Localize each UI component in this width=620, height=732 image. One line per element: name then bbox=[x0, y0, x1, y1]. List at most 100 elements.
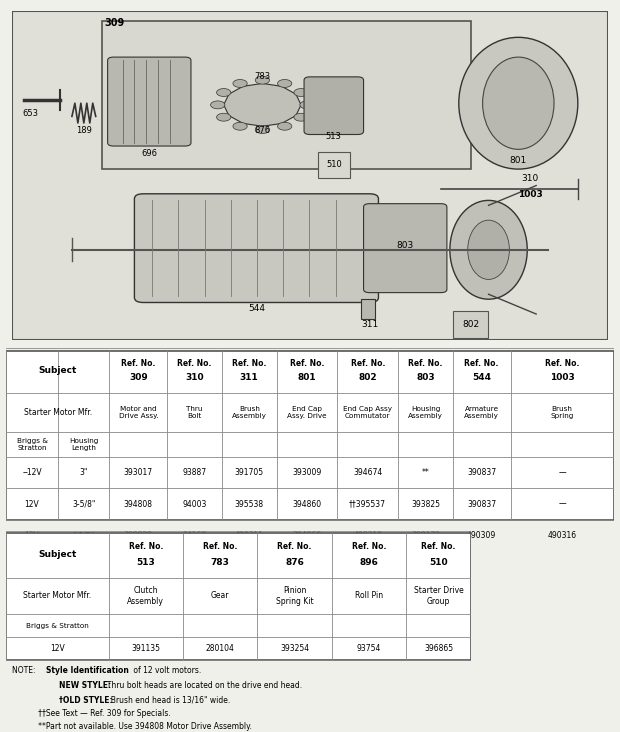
Text: 394674: 394674 bbox=[353, 468, 383, 477]
Text: Housing
Assembly: Housing Assembly bbox=[408, 406, 443, 419]
Text: Armature
Assembly: Armature Assembly bbox=[464, 406, 499, 419]
Text: ††See Text — Ref. 309 for Specials.: ††See Text — Ref. 309 for Specials. bbox=[12, 709, 171, 718]
Text: 803: 803 bbox=[397, 241, 414, 250]
Circle shape bbox=[294, 89, 308, 97]
Text: Briggs & Stratton: Briggs & Stratton bbox=[26, 623, 89, 629]
Text: Brush end head is 13/16" wide.: Brush end head is 13/16" wide. bbox=[106, 695, 230, 704]
Text: 4-1/2": 4-1/2" bbox=[72, 531, 95, 540]
Text: 280104: 280104 bbox=[206, 644, 234, 653]
Text: Ref. No.: Ref. No. bbox=[177, 359, 212, 368]
Text: 393825: 393825 bbox=[411, 499, 440, 509]
Text: Ref. No.: Ref. No. bbox=[277, 542, 312, 551]
Circle shape bbox=[278, 122, 292, 130]
Text: 394808: 394808 bbox=[124, 499, 153, 509]
Text: Pinion
Spring Kit: Pinion Spring Kit bbox=[276, 586, 313, 605]
Text: 876: 876 bbox=[285, 558, 304, 567]
Text: 309: 309 bbox=[129, 373, 148, 382]
Text: 490311: 490311 bbox=[235, 531, 264, 540]
Circle shape bbox=[216, 89, 231, 97]
Text: Starter Motor Mfr.: Starter Motor Mfr. bbox=[24, 408, 92, 417]
Text: 390837: 390837 bbox=[467, 468, 496, 477]
Ellipse shape bbox=[459, 37, 578, 169]
Text: 490309: 490309 bbox=[467, 531, 496, 540]
Text: 803: 803 bbox=[416, 373, 435, 382]
Text: 93754: 93754 bbox=[356, 644, 381, 653]
Text: Starter Motor Mfr.: Starter Motor Mfr. bbox=[24, 591, 91, 600]
Text: 395538: 395538 bbox=[235, 499, 264, 509]
Text: 391705: 391705 bbox=[235, 468, 264, 477]
Ellipse shape bbox=[450, 201, 527, 299]
Text: Style Identification: Style Identification bbox=[46, 666, 129, 676]
Text: †OLD STYLE:: †OLD STYLE: bbox=[59, 695, 113, 704]
Text: 510: 510 bbox=[429, 558, 448, 567]
Text: 311: 311 bbox=[361, 320, 378, 329]
Text: 802: 802 bbox=[462, 320, 479, 329]
Text: **Part not available. Use 394808 Motor Drive Assembly.: **Part not available. Use 394808 Motor D… bbox=[12, 722, 252, 731]
Circle shape bbox=[278, 80, 292, 87]
Text: Ref. No.: Ref. No. bbox=[352, 542, 386, 551]
Text: 310: 310 bbox=[521, 173, 539, 182]
Text: 394860: 394860 bbox=[293, 499, 322, 509]
Text: 801: 801 bbox=[510, 155, 527, 165]
Text: 309: 309 bbox=[105, 18, 125, 28]
Text: Ref. No.: Ref. No. bbox=[232, 359, 267, 368]
Ellipse shape bbox=[467, 220, 510, 280]
Circle shape bbox=[233, 80, 247, 87]
Text: NEW STYLE:: NEW STYLE: bbox=[59, 681, 111, 690]
Text: 490310: 490310 bbox=[353, 531, 383, 540]
Text: 310: 310 bbox=[185, 373, 204, 382]
Text: Brush
Spring: Brush Spring bbox=[551, 406, 574, 419]
Circle shape bbox=[255, 76, 270, 84]
FancyBboxPatch shape bbox=[108, 57, 191, 146]
Circle shape bbox=[233, 122, 247, 130]
Text: 896: 896 bbox=[360, 558, 378, 567]
Circle shape bbox=[294, 113, 308, 122]
Circle shape bbox=[216, 113, 231, 122]
Text: —: — bbox=[559, 468, 566, 477]
Circle shape bbox=[211, 101, 225, 109]
Text: 783: 783 bbox=[254, 72, 270, 81]
Text: 396865: 396865 bbox=[424, 644, 453, 653]
Bar bbox=[361, 299, 376, 319]
Text: ††395537: ††395537 bbox=[349, 499, 386, 509]
Text: 12V: 12V bbox=[50, 644, 64, 653]
Text: 390837: 390837 bbox=[467, 499, 496, 509]
Text: of 12 volt motors.: of 12 volt motors. bbox=[131, 666, 202, 676]
Text: 394860: 394860 bbox=[293, 531, 322, 540]
Text: End Cap
Assy. Drive: End Cap Assy. Drive bbox=[287, 406, 327, 419]
Text: Roll Pin: Roll Pin bbox=[355, 591, 383, 600]
Text: End Cap Assy
Commutator: End Cap Assy Commutator bbox=[343, 406, 392, 419]
Text: 696: 696 bbox=[141, 149, 157, 158]
Text: Thru bolt heads are located on the drive end head.: Thru bolt heads are located on the drive… bbox=[102, 681, 302, 690]
Text: Starter Drive
Group: Starter Drive Group bbox=[414, 586, 464, 605]
Text: 490316: 490316 bbox=[547, 531, 577, 540]
Text: Ref. No.: Ref. No. bbox=[545, 359, 579, 368]
Text: 393017: 393017 bbox=[124, 468, 153, 477]
Text: 12V: 12V bbox=[25, 499, 40, 509]
Text: Motor and
Drive Assy.: Motor and Drive Assy. bbox=[118, 406, 158, 419]
Text: 801: 801 bbox=[298, 373, 316, 382]
Text: 513: 513 bbox=[326, 132, 342, 141]
Text: Ref. No.: Ref. No. bbox=[408, 359, 443, 368]
Text: 94169: 94169 bbox=[182, 531, 206, 540]
Text: 311: 311 bbox=[240, 373, 259, 382]
Text: 510: 510 bbox=[326, 160, 342, 169]
Text: 393009: 393009 bbox=[293, 468, 322, 477]
Text: Subject: Subject bbox=[38, 550, 76, 559]
Text: 1003: 1003 bbox=[550, 373, 575, 382]
Text: 391135: 391135 bbox=[131, 644, 160, 653]
Circle shape bbox=[300, 101, 314, 109]
FancyBboxPatch shape bbox=[304, 77, 363, 135]
FancyBboxPatch shape bbox=[363, 203, 447, 293]
Text: Ref. No.: Ref. No. bbox=[422, 542, 456, 551]
Text: Gear: Gear bbox=[211, 591, 229, 600]
Text: Clutch
Assembly: Clutch Assembly bbox=[127, 586, 164, 605]
Polygon shape bbox=[224, 83, 301, 126]
Text: ‒12V: ‒12V bbox=[22, 468, 42, 477]
Text: 399172: 399172 bbox=[411, 531, 440, 540]
Text: 3-5/8": 3-5/8" bbox=[72, 499, 95, 509]
Text: 189: 189 bbox=[76, 126, 92, 135]
FancyBboxPatch shape bbox=[135, 194, 378, 302]
Text: **: ** bbox=[422, 468, 429, 477]
Circle shape bbox=[255, 126, 270, 133]
